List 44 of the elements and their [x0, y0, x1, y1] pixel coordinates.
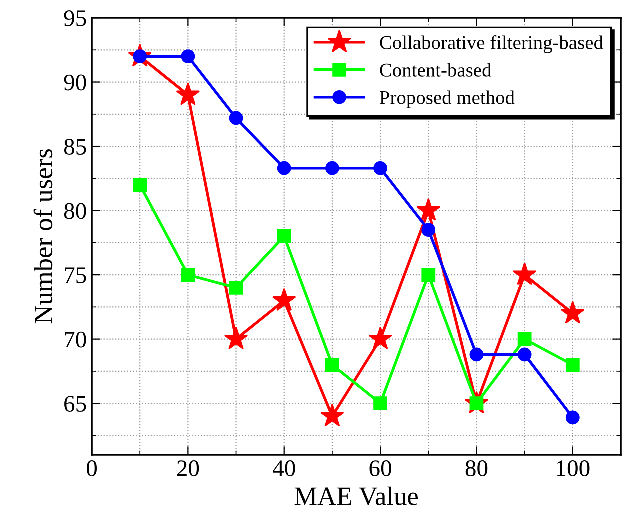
point	[368, 326, 392, 350]
legend-label: Proposed method	[380, 90, 515, 108]
point	[566, 358, 580, 372]
legend-label: Collaborative filtering-based	[380, 36, 604, 54]
point	[272, 288, 296, 312]
point	[326, 358, 340, 372]
x-axis-title: MAE Value	[294, 486, 418, 506]
y-tick-label: 70	[65, 332, 86, 348]
x-tick-label: 40	[273, 460, 296, 476]
x-tick-label: 60	[370, 460, 392, 476]
x-tick-label: 100	[557, 460, 590, 476]
y-tick-label: 75	[65, 268, 86, 284]
point	[470, 348, 484, 362]
x-tick-label: 0	[86, 460, 98, 476]
point	[422, 223, 436, 238]
point	[566, 410, 580, 425]
x-tick-label: 20	[177, 460, 200, 476]
point	[229, 280, 244, 295]
point	[374, 161, 388, 176]
point	[422, 268, 436, 282]
point	[181, 268, 196, 282]
point	[320, 404, 344, 427]
point	[133, 178, 148, 192]
point	[277, 230, 292, 244]
y-axis-title: Number of users	[34, 150, 53, 324]
point	[374, 396, 388, 411]
y-tick-label: 90	[64, 74, 86, 91]
point	[518, 348, 532, 362]
point	[560, 301, 585, 324]
y-tick-label: 65	[64, 396, 86, 412]
point	[518, 332, 532, 346]
point	[512, 262, 537, 286]
legend-label: Content-based	[380, 63, 492, 77]
y-tick-label: 95	[64, 10, 86, 26]
point	[326, 161, 340, 176]
x-tick-label: 80	[466, 460, 488, 476]
point	[416, 198, 441, 222]
y-tick-label: 80	[64, 203, 86, 220]
point	[277, 161, 292, 176]
point	[176, 82, 200, 106]
y-tick-label: 85	[64, 139, 86, 155]
point	[224, 326, 248, 350]
point	[229, 111, 244, 126]
point	[181, 50, 196, 64]
